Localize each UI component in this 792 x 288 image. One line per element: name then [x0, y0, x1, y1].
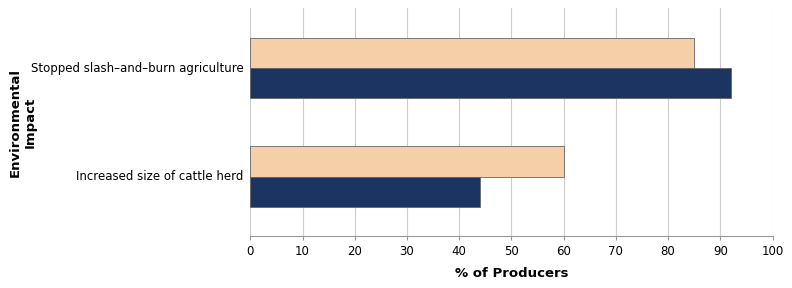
Y-axis label: Environmental
Impact: Environmental Impact	[9, 68, 36, 177]
Bar	[250, 146, 564, 177]
Bar	[250, 177, 480, 207]
Bar	[250, 68, 731, 98]
X-axis label: % of Producers: % of Producers	[455, 267, 568, 280]
Bar	[250, 38, 695, 68]
